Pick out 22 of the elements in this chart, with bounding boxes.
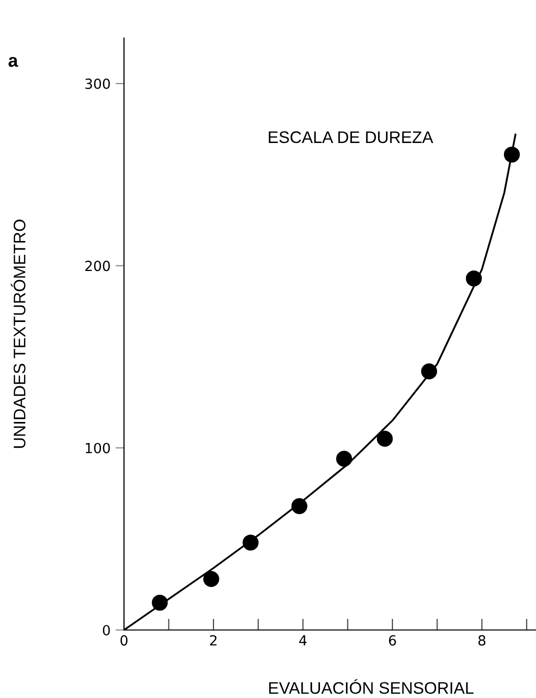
y-tick-label: 200 <box>85 260 110 272</box>
point <box>152 594 168 611</box>
y-axis-title: UNIDADES TEXTURÓMETRO <box>10 220 26 448</box>
text: ESCALA DE DUREZA <box>268 131 434 144</box>
point <box>376 430 393 447</box>
point <box>291 498 308 514</box>
y-tick-label: 100 <box>86 442 110 454</box>
x-tick-label: 2 <box>210 635 217 646</box>
x-tick-label: 0 <box>120 635 128 646</box>
point <box>466 270 482 286</box>
x-tick-label: 6 <box>388 635 396 646</box>
x-tick-label: 4 <box>299 635 307 646</box>
y-tick-label: 300 <box>85 78 110 90</box>
point <box>421 363 438 380</box>
text: a <box>8 56 18 67</box>
point <box>504 146 520 163</box>
point <box>242 534 259 551</box>
y-tick-label: 0 <box>102 624 110 636</box>
point <box>203 571 220 587</box>
x-axis-title: EVALUACIÓN SENSORIAL <box>269 679 474 694</box>
point <box>336 450 352 467</box>
x-tick-label: 8 <box>478 635 486 646</box>
